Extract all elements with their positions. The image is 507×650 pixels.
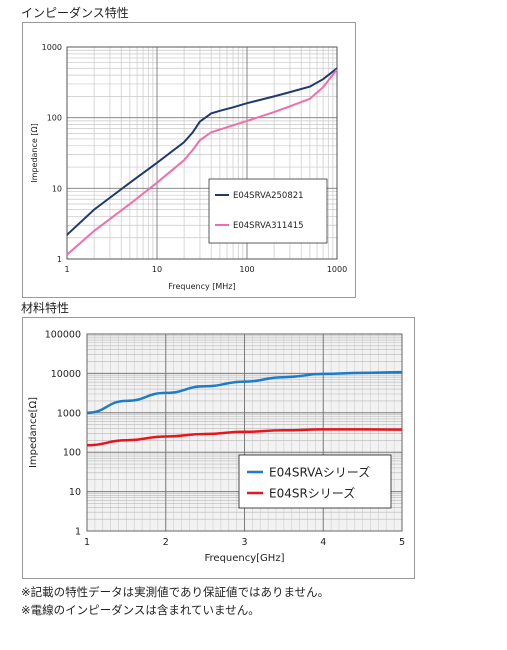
note-measured-values: ※記載の特性データは実測値であり保証値ではありません。 <box>21 585 330 599</box>
section-title-material: 材料特性 <box>21 301 70 315</box>
y-tick-label: 100000 <box>45 330 81 341</box>
legend-box <box>238 454 392 509</box>
x-tick-label: 3 <box>241 537 247 548</box>
legend-label-2: E04SRシリーズ <box>269 486 355 501</box>
y-axis-label: Impedance[Ω] <box>28 397 39 468</box>
y-axis-label: Impedance [Ω] <box>30 123 39 182</box>
impedance-chart: 1 10 100 1000 1 10 100 1000 E04SRVA250821 E04SRVA… <box>22 22 356 298</box>
legend-label-2: E04SRVA311415 <box>233 221 304 231</box>
x-tick-label: 100 <box>239 265 254 274</box>
note-wire-impedance: ※電線のインピーダンスは含まれていません。 <box>21 603 260 617</box>
x-tick-label: 1 <box>64 265 69 274</box>
material-chart-svg: 1 2 3 4 5 1 10 100 1000 10000 100000 E04SRVAシリーズ E04… <box>28 330 405 565</box>
impedance-chart-svg: 1 10 100 1000 1 10 100 1000 E04SRVA250821 E04SRVA… <box>30 43 347 291</box>
series-line-1 <box>86 370 403 415</box>
plot-area-border <box>86 333 403 532</box>
x-axis-label: Frequency[GHz] <box>205 553 285 564</box>
y-tick-label: 100 <box>63 448 81 459</box>
legend-label-1: E04SRVAシリーズ <box>269 465 370 480</box>
x-axis-label: Frequency [MHz] <box>168 282 235 291</box>
y-tick-label: 10 <box>52 184 62 193</box>
y-tick-label: 1000 <box>42 43 62 52</box>
section-title-impedance: インピーダンス特性 <box>21 6 129 20</box>
legend-label-1: E04SRVA250821 <box>233 191 304 201</box>
series-line-2 <box>66 68 338 256</box>
y-tick-label: 10000 <box>51 369 81 380</box>
y-tick-label: 1 <box>57 255 62 264</box>
y-tick-label: 100 <box>47 114 62 123</box>
x-tick-label: 1 <box>84 537 90 548</box>
series-line-2 <box>86 428 403 447</box>
x-tick-label: 4 <box>320 537 326 548</box>
plot-area-border <box>66 46 338 260</box>
x-tick-label: 1000 <box>327 265 347 274</box>
legend-box <box>208 178 328 244</box>
x-tick-label: 2 <box>163 537 169 548</box>
y-tick-label: 10 <box>69 487 81 498</box>
material-chart: 1 2 3 4 5 1 10 100 1000 10000 100000 E04SRVAシリーズ E04… <box>22 317 415 579</box>
x-tick-label: 10 <box>152 265 162 274</box>
y-tick-label: 1 <box>75 527 81 538</box>
x-tick-label: 5 <box>399 537 405 548</box>
series-line-1 <box>66 67 338 236</box>
y-tick-label: 1000 <box>57 408 81 419</box>
